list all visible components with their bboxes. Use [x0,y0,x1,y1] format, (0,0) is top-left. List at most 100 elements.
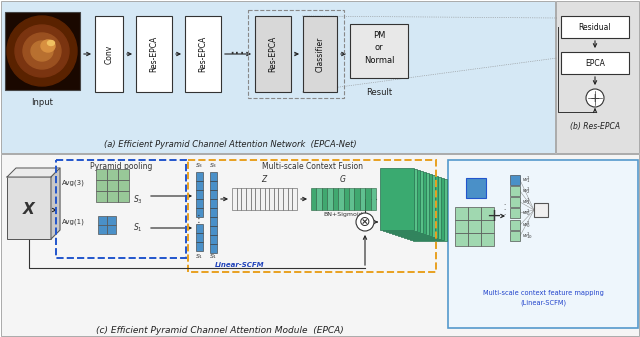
Bar [392,172,426,234]
Bar [98,216,107,225]
Bar [303,16,337,92]
Bar [107,191,118,202]
Polygon shape [51,168,60,239]
Bar [283,188,288,210]
Bar [118,180,129,191]
Ellipse shape [23,33,61,69]
Bar [466,178,486,198]
Bar [232,188,237,210]
Bar [407,177,441,239]
Bar [210,190,217,198]
Bar [481,207,494,220]
Bar [210,172,217,181]
Bar [196,172,203,181]
Bar [96,180,107,191]
Bar [383,169,417,231]
Text: $w_0^1$: $w_0^1$ [522,220,531,231]
Bar [269,188,274,210]
Text: Multi-scale context feature mapping: Multi-scale context feature mapping [483,290,604,296]
Bar [371,188,376,210]
Bar [246,188,251,210]
Bar [510,220,520,230]
Text: Classifier: Classifier [316,36,324,72]
Bar [274,188,278,210]
Bar [468,220,481,233]
Bar [401,175,435,237]
Bar [210,226,217,235]
Bar [311,188,316,210]
Bar [7,177,51,239]
Text: $w_{10}^1$: $w_{10}^1$ [522,231,533,241]
Ellipse shape [7,16,77,86]
Text: Res-EPCA: Res-EPCA [269,36,278,72]
Bar [556,1,639,153]
Ellipse shape [47,40,54,45]
Bar [196,190,203,198]
Text: $S_3$: $S_3$ [195,161,203,170]
Bar [316,188,322,210]
Text: Z: Z [261,175,267,184]
Ellipse shape [31,41,53,61]
Bar [413,179,447,241]
Bar [210,244,217,252]
Text: +: + [486,207,502,225]
Bar [561,52,629,74]
Bar [196,181,203,189]
Text: ⋮: ⋮ [194,214,204,224]
Text: Res-EPCA: Res-EPCA [150,36,159,72]
Text: Conv: Conv [104,44,113,64]
Bar [468,207,481,220]
Bar [468,233,481,246]
Text: Avg(3): Avg(3) [62,180,85,186]
Bar [365,188,371,210]
Bar [95,16,123,92]
Bar [288,188,292,210]
Bar [118,169,129,180]
Text: ·
·
·: · · · [503,202,505,218]
Circle shape [356,213,374,231]
Bar [255,16,291,92]
Bar [210,199,217,208]
Text: $S_1$: $S_1$ [133,222,143,234]
Bar [360,188,365,210]
Bar [196,242,203,250]
Text: Linear-SCFM: Linear-SCFM [215,262,265,268]
Bar [350,24,408,78]
Bar [278,188,283,210]
Text: (Linear-SCFM): (Linear-SCFM) [520,300,566,306]
Text: $S_3$: $S_3$ [133,194,143,206]
Text: $w_1^1$: $w_1^1$ [522,175,531,185]
Text: X: X [23,203,35,217]
Bar [386,170,420,232]
Bar [260,188,264,210]
Bar [292,188,297,210]
Bar [1,1,555,153]
Text: Res-EPCA: Res-EPCA [198,36,207,72]
Bar [118,191,129,202]
Bar [188,160,436,272]
Bar [510,186,520,196]
Bar [107,169,118,180]
Text: $S_1$: $S_1$ [195,252,203,261]
Bar [355,188,360,210]
Bar [185,16,221,92]
Text: Pyramid pooling: Pyramid pooling [90,162,152,171]
Bar [196,233,203,242]
Polygon shape [7,168,60,177]
Bar [481,233,494,246]
Bar [455,220,468,233]
Bar [96,191,107,202]
Text: BN+Sigmoid: BN+Sigmoid [323,212,363,217]
Bar [210,217,217,225]
Bar [481,220,494,233]
Bar [107,225,116,234]
Ellipse shape [41,40,55,52]
Text: ···: ··· [229,45,245,63]
Bar [98,225,107,234]
Bar [510,231,520,241]
Text: Multi-scale Context Fusion: Multi-scale Context Fusion [262,162,362,171]
Bar [510,208,520,218]
Bar [255,188,260,210]
Bar [210,235,217,244]
Bar [344,188,349,210]
